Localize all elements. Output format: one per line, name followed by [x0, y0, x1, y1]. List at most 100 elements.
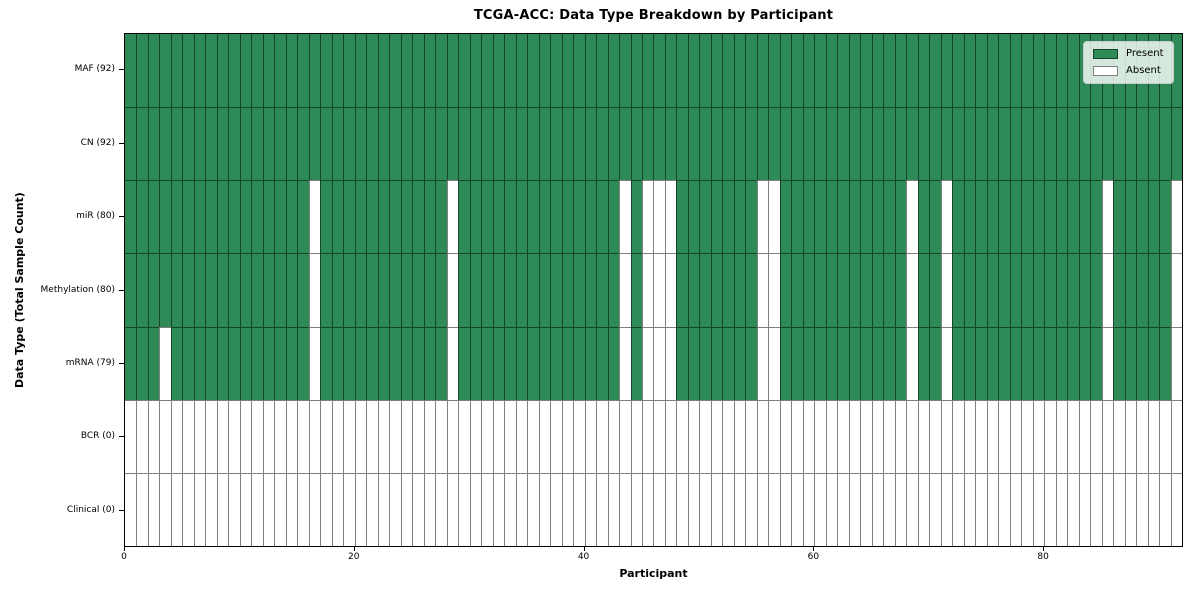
heatmap-cell	[653, 326, 665, 400]
heatmap-cell	[986, 326, 999, 400]
heatmap-cell	[389, 34, 401, 108]
heatmap-cell	[825, 472, 838, 546]
heatmap-cell	[469, 180, 482, 254]
heatmap-cell	[377, 399, 390, 473]
heatmap-cell	[1078, 107, 1091, 181]
heatmap-cell	[400, 326, 413, 400]
heatmap-cell	[193, 253, 206, 327]
heatmap-cell	[653, 180, 665, 254]
heatmap-cell	[975, 180, 987, 254]
heatmap-cell	[802, 326, 815, 400]
heatmap-cell	[435, 472, 447, 546]
heatmap-cell	[573, 253, 585, 327]
heatmap-cell	[147, 399, 160, 473]
heatmap-cell	[722, 472, 734, 546]
heatmap-cell	[147, 34, 160, 108]
heatmap-cell	[527, 472, 539, 546]
heatmap-cell	[297, 472, 309, 546]
x-tick-mark	[1043, 547, 1045, 551]
heatmap-cell	[607, 472, 620, 546]
heatmap-cell	[722, 107, 734, 181]
heatmap-cell	[182, 34, 194, 108]
heatmap-cell	[1067, 253, 1079, 327]
y-tick-label: CN (92)	[80, 137, 115, 148]
heatmap-cell	[550, 107, 562, 181]
heatmap-cell	[1147, 107, 1160, 181]
heatmap-cell	[1147, 472, 1160, 546]
heatmap-cell	[906, 180, 918, 254]
heatmap-cell	[412, 107, 424, 181]
x-tick-label: 80	[1037, 552, 1049, 562]
heatmap-cell	[1044, 107, 1056, 181]
heatmap-row-CN	[125, 107, 1182, 181]
heatmap-cell	[619, 107, 631, 181]
heatmap-cell	[906, 472, 918, 546]
heatmap-cell	[1136, 253, 1148, 327]
heatmap-cell	[412, 180, 424, 254]
x-axis-label: Participant	[619, 567, 688, 580]
heatmap-cell	[745, 34, 757, 108]
heatmap-cell	[825, 326, 838, 400]
heatmap-cell	[860, 180, 872, 254]
heatmap-cell	[354, 253, 367, 327]
chart-title: TCGA-ACC: Data Type Breakdown by Partici…	[473, 8, 834, 23]
heatmap-cell	[1136, 107, 1148, 181]
heatmap-cell	[584, 34, 597, 108]
heatmap-cell	[596, 34, 608, 108]
heatmap-cell	[193, 399, 206, 473]
heatmap-cell	[848, 34, 861, 108]
heatmap-cell	[320, 399, 332, 473]
heatmap-cell	[986, 253, 999, 327]
heatmap-cell	[527, 107, 539, 181]
heatmap-cell	[814, 107, 826, 181]
heatmap-cell	[136, 107, 148, 181]
heatmap-cell	[687, 253, 700, 327]
heatmap-cell	[710, 399, 723, 473]
heatmap-cell	[596, 326, 608, 400]
heatmap-cell	[722, 253, 734, 327]
heatmap-cell	[653, 472, 665, 546]
heatmap-cell	[1078, 180, 1091, 254]
heatmap-cell	[538, 34, 551, 108]
heatmap-cell	[642, 107, 654, 181]
heatmap-cell	[814, 472, 826, 546]
heatmap-cell	[917, 34, 930, 108]
y-tick-mark	[119, 142, 124, 144]
heatmap-cell	[239, 326, 252, 400]
heatmap-cell	[802, 472, 815, 546]
heatmap-cell	[366, 472, 378, 546]
heatmap-cell	[469, 472, 482, 546]
heatmap-cell	[699, 34, 711, 108]
heatmap-cell	[136, 34, 148, 108]
heatmap-cell	[791, 180, 803, 254]
heatmap-cell	[136, 180, 148, 254]
heatmap-cell	[308, 472, 321, 546]
heatmap-cell	[733, 34, 746, 108]
heatmap-cell	[285, 253, 298, 327]
legend-swatch-icon	[1093, 49, 1118, 59]
heatmap-cell	[1021, 107, 1033, 181]
heatmap-cell	[354, 107, 367, 181]
heatmap-cell	[768, 253, 780, 327]
heatmap-cell	[860, 34, 872, 108]
heatmap-cell	[504, 34, 516, 108]
heatmap-cell	[768, 472, 780, 546]
heatmap-cell	[676, 107, 688, 181]
heatmap-cell	[182, 107, 194, 181]
heatmap-cell	[125, 326, 137, 400]
heatmap-cell	[228, 399, 240, 473]
heatmap-cell	[400, 253, 413, 327]
heatmap-cell	[1021, 34, 1033, 108]
heatmap-cell	[251, 107, 263, 181]
heatmap-cell	[986, 399, 999, 473]
heatmap-cell	[469, 107, 482, 181]
heatmap-cell	[733, 107, 746, 181]
heatmap-cell	[802, 180, 815, 254]
heatmap-cell	[170, 399, 183, 473]
heatmap-cell	[619, 34, 631, 108]
heatmap-cell	[159, 326, 171, 400]
x-tick-label: 60	[807, 552, 820, 562]
heatmap-cell	[710, 34, 723, 108]
heatmap-cell	[573, 180, 585, 254]
heatmap-cell	[1067, 399, 1079, 473]
